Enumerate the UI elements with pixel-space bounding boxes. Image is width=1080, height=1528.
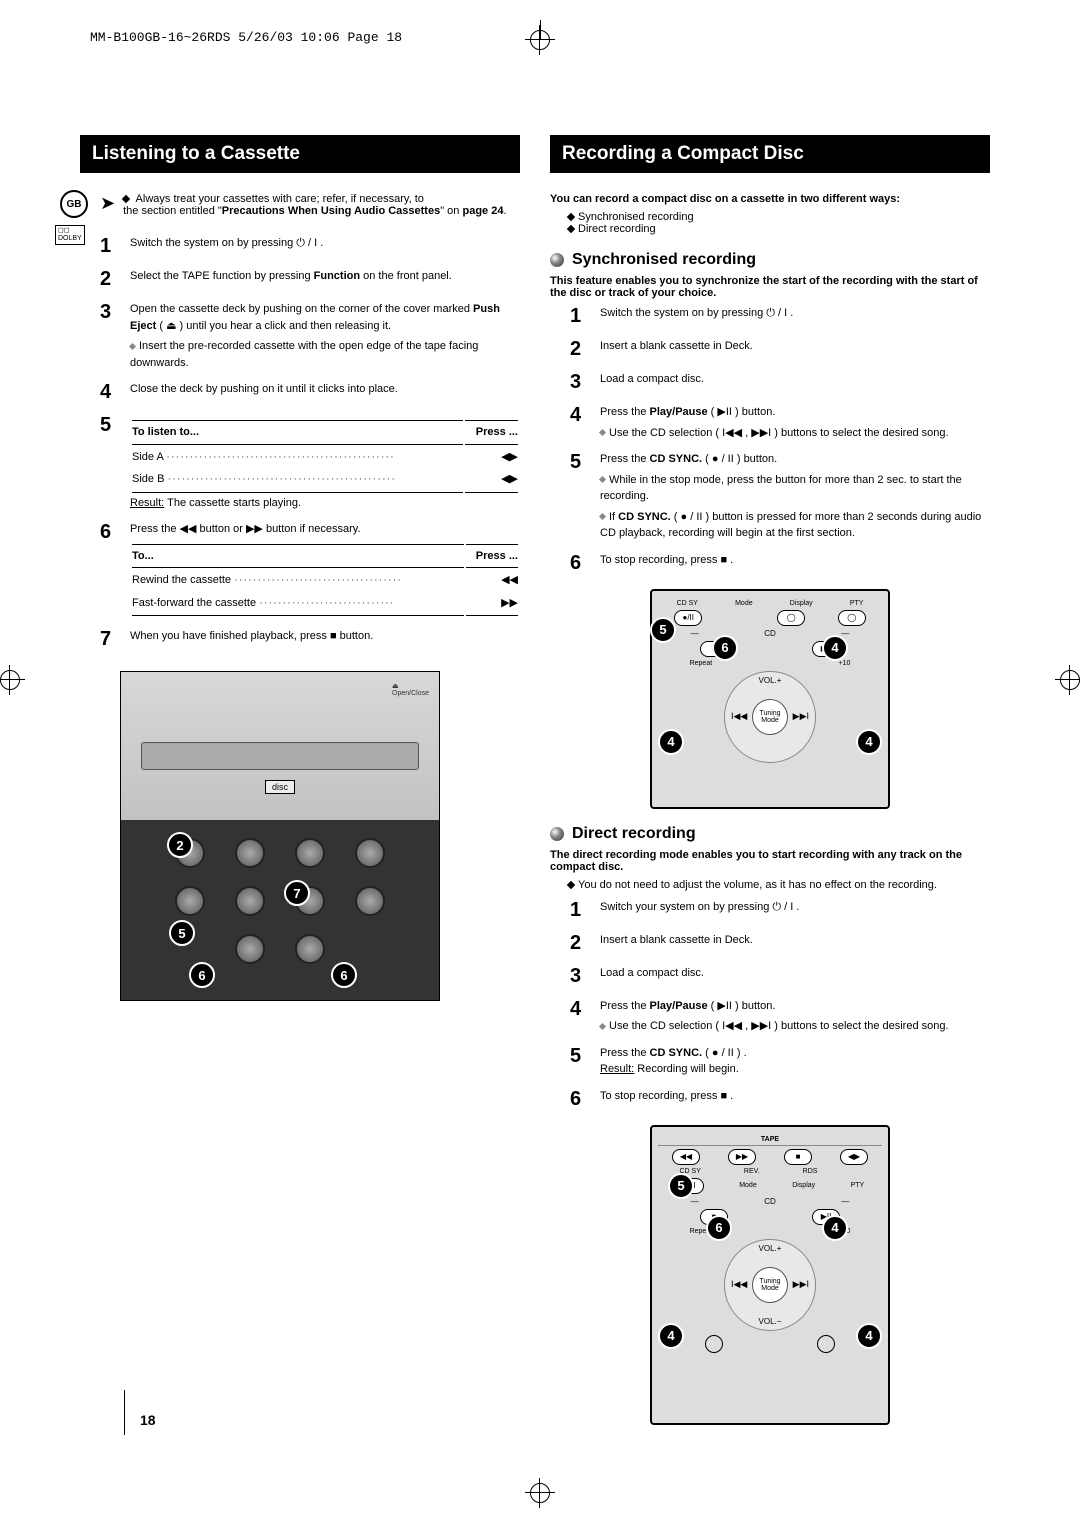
cassette-step-5: 5 To listen to...Press ... Side A ······… (80, 414, 520, 511)
callout-4b: 4 (658, 729, 684, 755)
sync-step-4: 4 Press the Play/Pause ( ▶II ) button. U… (550, 404, 990, 441)
sphere-icon (550, 253, 564, 267)
direct-intro: The direct recording mode enables you to… (550, 849, 990, 873)
cd-logo: disc (265, 780, 295, 794)
rewind-table: To...Press ... Rewind the cassette ·····… (130, 542, 520, 619)
intro-item: Direct recording (578, 223, 656, 235)
sync-step-5: 5 Press the CD SYNC. ( ● / II ) button. … (550, 451, 990, 542)
direct-step-6: 6To stop recording, press ■ . (550, 1088, 990, 1111)
sync-step-1: 1Switch the system on by pressing ⏻ / I … (550, 305, 990, 328)
knob (355, 886, 385, 916)
sync-intro: This feature enables you to synchronize … (550, 275, 990, 299)
knob (175, 886, 205, 916)
knob (235, 838, 265, 868)
cd-tray (141, 742, 419, 770)
cassette-step-7: 7 When you have finished playback, press… (80, 628, 520, 651)
cassette-step-6: 6 Press the ◀◀ button or ▶▶ button if ne… (80, 521, 520, 618)
intro-item: Synchronised recording (578, 211, 694, 223)
pointer-icon: ➤ (100, 193, 115, 217)
page-number: 18 (140, 1412, 156, 1428)
callout-5: 5 (650, 617, 676, 643)
callout-4c: 4 (856, 1323, 882, 1349)
direct-step-3: 3Load a compact disc. (550, 965, 990, 988)
direct-heading: Direct recording (550, 825, 990, 843)
cassette-step-3: 3 Open the cassette deck by pushing on t… (80, 301, 520, 371)
direct-note: You do not need to adjust the volume, as… (578, 879, 937, 891)
content-columns: Listening to a Cassette ➤ Always treat y… (80, 135, 1020, 1425)
sphere-icon (550, 827, 564, 841)
callout-6: 6 (706, 1215, 732, 1241)
callout-6: 6 (712, 635, 738, 661)
callout-2: 2 (167, 832, 193, 858)
sync-step-3: 3Load a compact disc. (550, 371, 990, 394)
knob (355, 838, 385, 868)
callout-6b: 6 (331, 962, 357, 988)
cassette-step-1: 1 Switch the system on by pressing ⏻ / I… (80, 235, 520, 258)
callout-4c: 4 (856, 729, 882, 755)
callout-4: 4 (822, 635, 848, 661)
direct-step-1: 1Switch your system on by pressing ⏻ / I… (550, 899, 990, 922)
print-header: MM-B100GB-16~26RDS 5/26/03 10:06 Page 18 (90, 30, 1020, 45)
callout-4: 4 (822, 1215, 848, 1241)
diamond-icon (567, 213, 575, 221)
section-title-cassette: Listening to a Cassette (80, 135, 520, 173)
knob (235, 934, 265, 964)
device-illustration: ⏏Open/Close disc (120, 671, 440, 1001)
direct-step-5: 5 Press the CD SYNC. ( ● / II ) . Result… (550, 1045, 990, 1078)
cassette-step-4: 4 Close the deck by pushing on it until … (80, 381, 520, 404)
remote-illustration-sync: CD SYModeDisplayPTY ●/II◯◯ — CD — ■▶II R… (650, 589, 890, 809)
direct-step-4: 4 Press the Play/Pause ( ▶II ) button. U… (550, 998, 990, 1035)
callout-5: 5 (169, 920, 195, 946)
listen-table: To listen to...Press ... Side A ········… (130, 418, 520, 495)
callout-7: 7 (284, 880, 310, 906)
knob (295, 838, 325, 868)
section-title-cd: Recording a Compact Disc (550, 135, 990, 173)
cassette-step-2: 2 Select the TAPE function by pressing F… (80, 268, 520, 291)
callout-5: 5 (668, 1173, 694, 1199)
callout-4b: 4 (658, 1323, 684, 1349)
sync-heading: Synchronised recording (550, 251, 990, 269)
page-divider (124, 1390, 125, 1435)
right-column: Recording a Compact Disc You can record … (550, 135, 990, 1425)
cd-intro: You can record a compact disc on a casse… (550, 193, 990, 205)
cassette-care-note: ➤ Always treat your cassettes with care;… (80, 193, 520, 217)
diamond-icon (567, 880, 575, 888)
open-close-label: ⏏Open/Close (392, 682, 429, 697)
manual-page: MM-B100GB-16~26RDS 5/26/03 10:06 Page 18… (0, 0, 1080, 1528)
language-badge: GB (60, 190, 88, 218)
diamond-icon (122, 195, 130, 203)
left-column: Listening to a Cassette ➤ Always treat y… (80, 135, 520, 1425)
knob (295, 934, 325, 964)
knob (235, 886, 265, 916)
diamond-icon (567, 225, 575, 233)
intro-text: Always treat your cassettes with care; r… (136, 193, 424, 205)
callout-6: 6 (189, 962, 215, 988)
dolby-icon: ◻◻DOLBY (55, 225, 85, 245)
remote-illustration-direct: TAPE ◀◀▶▶■◀▶ CD SYREV.RDS ●/IIModeDispla… (650, 1125, 890, 1425)
sync-step-2: 2Insert a blank cassette in Deck. (550, 338, 990, 361)
direct-step-2: 2Insert a blank cassette in Deck. (550, 932, 990, 955)
sync-step-6: 6To stop recording, press ■ . (550, 552, 990, 575)
